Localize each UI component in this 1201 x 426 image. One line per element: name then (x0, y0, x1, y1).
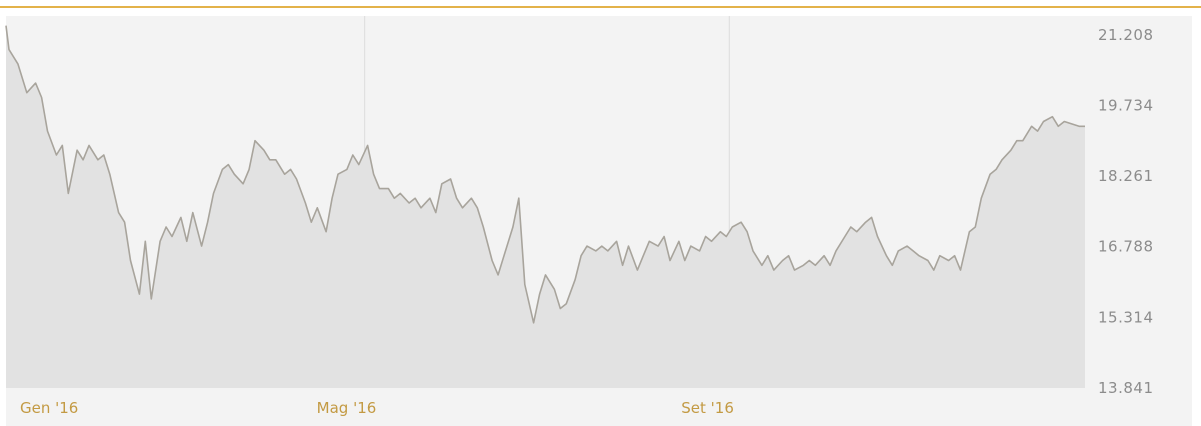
x-tick-label: Mag '16 (317, 399, 377, 417)
series-area (6, 25, 1085, 388)
area-layer (5, 25, 1085, 388)
y-tick-label: 18.261 (1098, 167, 1154, 185)
y-tick-label: 16.788 (1098, 238, 1154, 256)
y-tick-label: 21.208 (1098, 26, 1154, 44)
y-tick-label: 19.734 (1098, 96, 1154, 114)
x-tick-label: Gen '16 (20, 399, 78, 417)
y-axis-ticks: 21.208 19.734 18.261 16.788 15.314 13.84… (1098, 26, 1154, 397)
top-accent-rule (0, 6, 1201, 8)
x-tick-label: Set '16 (681, 399, 734, 417)
x-axis-ticks: Gen '16 Mag '16 Set '16 (20, 399, 734, 417)
series-line (5, 25, 1085, 324)
y-tick-label: 15.314 (1098, 308, 1154, 326)
y-tick-label: 13.841 (1098, 379, 1154, 397)
